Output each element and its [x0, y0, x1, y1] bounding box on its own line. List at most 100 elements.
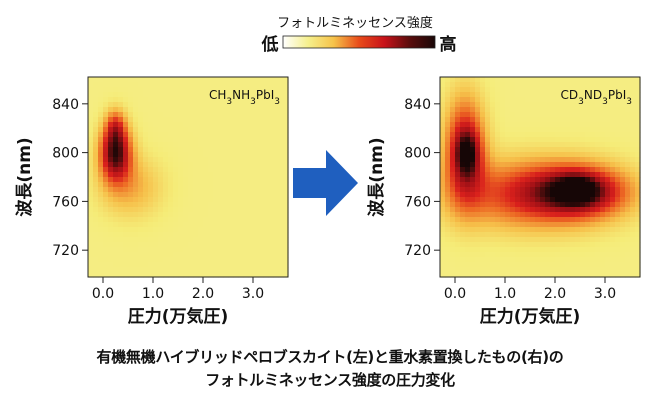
heatmap-cell	[565, 97, 571, 103]
heatmap-cell	[630, 142, 636, 148]
heatmap-cell	[138, 77, 144, 83]
heatmap-cell	[278, 147, 284, 153]
heatmap-cell	[233, 137, 239, 143]
heatmap-cell	[485, 272, 491, 278]
heatmap-cell	[178, 212, 184, 218]
heatmap-cell	[540, 227, 546, 233]
heatmap-cell	[108, 192, 114, 198]
heatmap-cell	[475, 137, 481, 143]
heatmap-cell	[590, 142, 596, 148]
heatmap-cell	[188, 212, 194, 218]
heatmap-cell	[560, 162, 566, 168]
heatmap-cell	[248, 272, 254, 278]
heatmap-cell	[515, 82, 521, 88]
heatmap-cell	[615, 257, 621, 263]
heatmap-cell	[148, 257, 154, 263]
heatmap-cell	[515, 137, 521, 143]
heatmap-cell	[445, 227, 451, 233]
heatmap-cell	[263, 197, 269, 203]
heatmap-cell	[148, 172, 154, 178]
heatmap-cell	[268, 107, 274, 113]
heatmap-cell	[595, 177, 601, 183]
heatmap-cell	[445, 262, 451, 268]
heatmap-cell	[500, 227, 506, 233]
heatmap-cell	[585, 142, 591, 148]
heatmap-cell	[108, 202, 114, 208]
heatmap-cell	[193, 192, 199, 198]
heatmap-cell	[505, 237, 511, 243]
heatmap-cell	[450, 127, 456, 133]
heatmap-cell	[263, 227, 269, 233]
heatmap-cell	[243, 77, 249, 83]
heatmap-cell	[535, 182, 541, 188]
heatmap-cell	[153, 82, 159, 88]
heatmap-cell	[248, 157, 254, 163]
heatmap-cell	[500, 132, 506, 138]
heatmap-cell	[243, 152, 249, 158]
heatmap-cell	[615, 197, 621, 203]
heatmap-cell	[630, 97, 636, 103]
heatmap-cell	[495, 102, 501, 108]
heatmap-cell	[515, 172, 521, 178]
heatmap-cell	[238, 187, 244, 193]
heatmap-cell	[470, 172, 476, 178]
heatmap-cell	[510, 247, 516, 253]
heatmap-cell	[143, 177, 149, 183]
heatmap-cell	[540, 122, 546, 128]
heatmap-cell	[178, 257, 184, 263]
heatmap-cell	[118, 172, 124, 178]
heatmap-cell	[595, 127, 601, 133]
heatmap-cell	[545, 202, 551, 208]
heatmap-cell	[148, 147, 154, 153]
heatmap-cell	[113, 202, 119, 208]
heatmap-cell	[218, 82, 224, 88]
heatmap-cell	[470, 117, 476, 123]
heatmap-cell	[268, 272, 274, 278]
heatmap-cell	[258, 137, 264, 143]
heatmap-cell	[88, 237, 94, 243]
heatmap-cell	[123, 197, 129, 203]
heatmap-cell	[510, 232, 516, 238]
heatmap-cell	[475, 92, 481, 98]
heatmap-cell	[520, 137, 526, 143]
heatmap-cell	[238, 157, 244, 163]
heatmap-cell	[273, 197, 279, 203]
heatmap-cell	[208, 182, 214, 188]
heatmap-cell	[233, 182, 239, 188]
heatmap-cell	[550, 152, 556, 158]
heatmap-cell	[610, 137, 616, 143]
heatmap-cell	[118, 177, 124, 183]
heatmap-cell	[585, 202, 591, 208]
heatmap-cell	[213, 197, 219, 203]
heatmap-cell	[113, 142, 119, 148]
heatmap-cell	[128, 232, 134, 238]
heatmap-cell	[233, 112, 239, 118]
heatmap-cell	[248, 127, 254, 133]
heatmap-cell	[555, 112, 561, 118]
heatmap-cell	[178, 232, 184, 238]
heatmap-cell	[570, 112, 576, 118]
heatmap-cell	[535, 132, 541, 138]
heatmap-cell	[98, 147, 104, 153]
heatmap-cell	[445, 177, 451, 183]
heatmap-cell	[455, 162, 461, 168]
heatmap-cell	[238, 272, 244, 278]
heatmap-cell	[455, 97, 461, 103]
heatmap-cell	[193, 262, 199, 268]
heatmap-cell	[635, 192, 641, 198]
heatmap-cell	[550, 157, 556, 163]
heatmap-cell	[98, 272, 104, 278]
heatmap-cell	[153, 192, 159, 198]
heatmap-cell	[208, 157, 214, 163]
heatmap-cell	[470, 147, 476, 153]
heatmap-cell	[460, 167, 466, 173]
heatmap-cell	[525, 182, 531, 188]
heatmap-cell	[268, 112, 274, 118]
heatmap-cell	[445, 237, 451, 243]
heatmap-cell	[98, 172, 104, 178]
heatmap-cell	[118, 227, 124, 233]
heatmap-cell	[208, 192, 214, 198]
heatmap-cell	[580, 172, 586, 178]
heatmap-cell	[238, 207, 244, 213]
